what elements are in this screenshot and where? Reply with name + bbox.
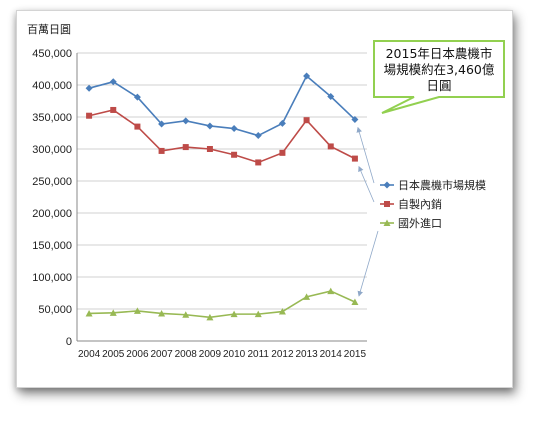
series-line-1 (88, 74, 356, 137)
data-point (327, 93, 335, 101)
data-point (255, 159, 262, 166)
legend-marker (384, 201, 390, 207)
data-point (254, 132, 262, 140)
data-point (110, 106, 117, 113)
data-point (86, 112, 93, 119)
chart-frame: 0 50,000 100,000 150,000 200,000 250,000 300,0… (16, 10, 513, 388)
y-tick-label: 100,000 (32, 272, 72, 284)
legend-marker (383, 219, 391, 226)
pointer-arrow (356, 126, 375, 184)
data-point (158, 147, 165, 154)
line-chart: 0 50,000 100,000 150,000 200,000 250,000 300,0… (27, 23, 505, 360)
legend-label: 日本農機市場規模 (398, 178, 486, 192)
y-tick-label: 150,000 (32, 240, 72, 252)
x-tick-label: 2010 (223, 349, 246, 360)
data-point (327, 143, 334, 150)
series-line-3 (89, 290, 356, 319)
data-point (109, 309, 117, 316)
data-point (303, 72, 311, 80)
x-tick-label: 2015 (344, 349, 367, 360)
legend-marker (383, 181, 391, 189)
data-point (231, 151, 238, 158)
data-point (351, 298, 359, 305)
y-tick-label: 450,000 (32, 48, 72, 60)
y-tick-label: 0 (66, 336, 72, 348)
series-line-2 (88, 109, 356, 164)
y-axis-unit-label: 百萬日圓 (27, 23, 71, 36)
legend-label: 國外進口 (398, 217, 442, 230)
data-point (133, 93, 141, 101)
annotation-text-line: 2015年日本農機市 (386, 46, 493, 61)
x-tick-label: 2005 (102, 349, 125, 360)
y-tick-label: 400,000 (32, 80, 72, 92)
data-point (182, 311, 190, 318)
data-point (230, 310, 238, 318)
data-point (206, 313, 214, 321)
y-tick-label: 50,000 (38, 304, 72, 316)
data-point (109, 78, 117, 86)
data-point (279, 149, 286, 156)
x-tick-label: 2007 (150, 349, 173, 360)
data-point (206, 122, 214, 130)
data-point (134, 123, 141, 130)
legend-label: 自製內銷 (398, 197, 442, 211)
data-point (278, 308, 286, 315)
data-point (85, 309, 93, 317)
data-point (327, 287, 335, 295)
y-tick-label: 300,000 (32, 144, 72, 156)
x-tick-label: 2012 (271, 349, 294, 360)
data-point (303, 293, 311, 300)
data-point (182, 117, 190, 125)
data-point (182, 144, 189, 151)
pointer-arrow (358, 165, 375, 203)
annotation-text-line: 日圓 (426, 78, 451, 93)
x-tick-label: 2014 (320, 349, 343, 360)
data-point (351, 155, 358, 162)
pointer-arrow (357, 230, 379, 297)
x-tick-label: 2008 (175, 349, 198, 360)
y-tick-label: 250,000 (32, 176, 72, 188)
y-tick-label: 200,000 (32, 208, 72, 220)
x-tick-label: 2004 (78, 349, 101, 360)
data-point (303, 117, 310, 124)
data-point (158, 309, 166, 317)
x-tick-label: 2009 (199, 349, 222, 360)
x-tick-label: 2006 (126, 349, 149, 360)
data-point (278, 119, 286, 127)
data-point (351, 116, 359, 124)
x-tick-label: 2013 (295, 349, 318, 360)
y-tick-label: 350,000 (32, 112, 72, 124)
data-point (254, 310, 262, 318)
annotation-text-line: 場規模約在3,460億 (384, 62, 495, 77)
data-point (230, 125, 238, 133)
data-point (206, 146, 213, 152)
annotation-callout (373, 40, 505, 114)
x-tick-label: 2011 (247, 349, 269, 360)
data-point (85, 84, 93, 92)
data-point (133, 307, 141, 314)
data-point (158, 120, 166, 128)
